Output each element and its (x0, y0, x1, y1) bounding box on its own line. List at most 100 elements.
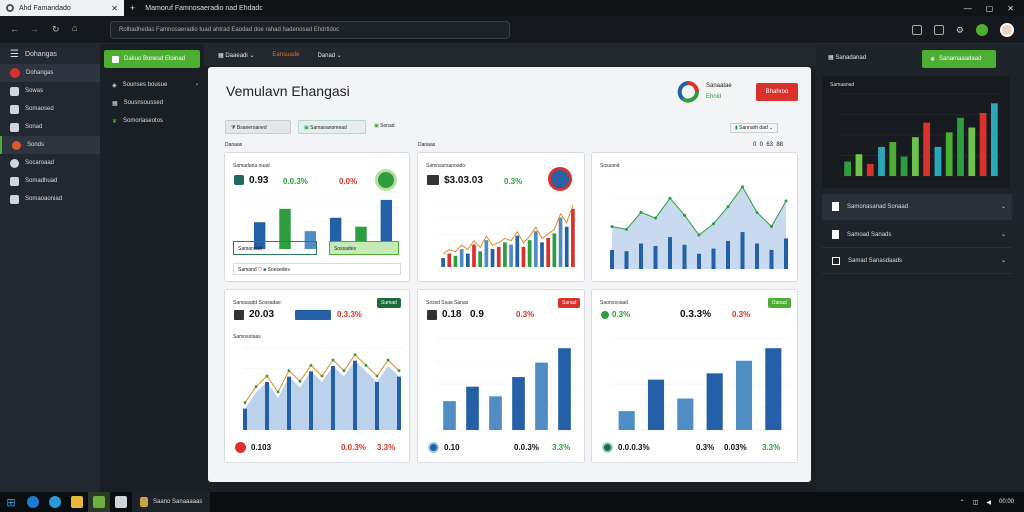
footer-label: Samand (238, 267, 257, 273)
taskbar-active-app[interactable]: Saano Sanaaaaas (132, 492, 211, 512)
chart-bar (923, 122, 931, 176)
sidebar-item-label: Sowas (25, 88, 44, 94)
profile-green-icon[interactable] (976, 24, 988, 36)
kpi-value: 0.18 (442, 309, 462, 320)
chart-bar (503, 242, 507, 267)
taskbar-app-ie[interactable] (44, 492, 66, 512)
hamburger-icon[interactable]: ☰ (10, 48, 19, 60)
chart-bar (527, 240, 532, 267)
chart-bar (535, 362, 548, 430)
sidebar-item-7[interactable]: Somaoaoniad (0, 190, 100, 208)
right-item-label: Samad Sanasdaads (848, 257, 903, 264)
url-input[interactable]: Rolbadhedas Famnosaeradio tuad ahtrad Ea… (110, 21, 510, 39)
browser-tab-active[interactable]: Ahd Famandado ✕ (0, 0, 124, 16)
chart-bar (889, 142, 897, 176)
sidebar-item-2[interactable]: Somaosed (0, 100, 100, 118)
leaf-icon: ❦ (112, 118, 118, 125)
tag-icon: ▣ (304, 125, 311, 131)
start-button[interactable]: ⊞ (0, 492, 22, 512)
close-window-icon[interactable]: ✕ (1007, 3, 1014, 13)
taskbar-app-outlook[interactable] (110, 492, 132, 512)
settings-icon[interactable]: ⚙ (955, 24, 964, 35)
chart-bar (331, 366, 335, 430)
filter-chip-0[interactable]: ⧩ Bsaneroaned (225, 120, 291, 134)
plus-icon[interactable]: + (130, 3, 136, 13)
sidebar-item-1[interactable]: Sowas (0, 82, 100, 100)
bookmark-icon[interactable] (933, 25, 944, 35)
sidebar-item-3[interactable]: Sonad (0, 118, 100, 136)
globe-icon (602, 442, 613, 453)
value-box-2[interactable]: Sossades (329, 241, 399, 255)
subnav-item-2[interactable]: ❦ Somoriaseotos (100, 112, 204, 130)
home-icon[interactable]: ⌂ (72, 23, 78, 33)
image-icon (427, 175, 439, 185)
toolbar-item-1[interactable]: Eansuade (272, 52, 300, 58)
chart-point (668, 196, 672, 200)
maximize-icon[interactable]: ▢ (985, 3, 994, 13)
taskbar-app-folder[interactable] (66, 492, 88, 512)
toolbar-item-0[interactable]: ▦ Daaeadi ⌄ (218, 52, 255, 59)
filter-chip-2[interactable]: ▣ Sonad (374, 123, 395, 129)
sidebar-item-4[interactable]: Sonds (0, 136, 100, 154)
sidebar-item-label: Dohangas (26, 70, 54, 76)
taskbar-app-dashboard[interactable] (88, 492, 110, 512)
kpi-change-2: 0.0% (339, 177, 358, 186)
filter-label: Sonad (380, 123, 395, 129)
extension-icon[interactable] (911, 25, 922, 35)
right-item-1[interactable]: Samoad Sanads ⌄ (822, 222, 1012, 248)
panel-title: Sossd Ssaa Sanas (426, 300, 469, 306)
chart-bar (447, 253, 452, 267)
chart-point (697, 233, 701, 237)
subnav-label: Sousnsoussed (123, 100, 164, 106)
minimize-icon[interactable]: — (963, 3, 972, 13)
chart-bar (243, 408, 247, 430)
network-icon[interactable]: ◫ (972, 499, 979, 506)
pager[interactable]: 0 0 63 88 (753, 142, 784, 148)
filter-right[interactable]: ▮ Sannarh dad ⌄ (730, 123, 779, 133)
chart-bar (769, 249, 774, 269)
chart-point (243, 401, 247, 405)
back-icon[interactable]: ← (10, 24, 19, 34)
sidebar-item-6[interactable]: Somadhuad (0, 172, 100, 190)
sidebar-title: Dohangas (24, 50, 57, 58)
chart-bar (453, 255, 458, 267)
browser-tab-second[interactable]: + Mamoruf Famnosaeradio nad Ehdadc (124, 0, 269, 16)
right-item-label: Samonasanad Sonaad (847, 203, 909, 210)
alert-button[interactable]: Bhahroo (756, 83, 798, 101)
chart-bar (610, 249, 614, 269)
chart-bar (472, 244, 476, 267)
toolbar-item-2[interactable]: Danad ⌄ (317, 52, 342, 59)
secondary-sidebar: Dakuo Bonesd Eloinad ◈ Sounses bousue › ▦ S… (100, 44, 204, 492)
chart-bar (329, 217, 342, 249)
sidebar-item-0[interactable]: Dohangas (0, 64, 100, 82)
value-box-1[interactable]: Samandad (233, 241, 317, 255)
chart-bar (496, 246, 501, 267)
volume-icon[interactable]: ◀ (986, 499, 991, 506)
avatar[interactable] (1000, 23, 1014, 37)
chart-bar (397, 376, 401, 430)
chart-point (309, 363, 313, 367)
chart-point (276, 390, 280, 394)
chart-bar (265, 382, 269, 430)
chart-icon (10, 176, 19, 186)
forward-icon[interactable]: → (30, 24, 39, 34)
menu-row[interactable]: ☰ Dohangas (0, 44, 100, 64)
chevron-up-icon[interactable]: ⌃ (959, 499, 965, 506)
right-item-0[interactable]: Samonasanad Sonaad ⌄ (822, 194, 1012, 220)
subnav-item-0[interactable]: ◈ Sounses bousue › (100, 76, 204, 94)
toolbar-label: Daaeadi (225, 52, 248, 59)
new-dashboard-button[interactable]: Dakuo Bonesd Eloinad (104, 50, 200, 68)
subnav-item-1[interactable]: ▦ Sousnsoussed (100, 94, 204, 112)
checkbox-icon[interactable] (832, 256, 840, 265)
right-action-button[interactable]: ❦ Sanamaaadaad (922, 50, 996, 68)
filter-chip-1[interactable]: ▣ Samaoanomead (298, 120, 366, 134)
sidebar-item-5[interactable]: Socaroaad (0, 154, 100, 172)
chart-bar (911, 137, 919, 176)
taskbar-app-label: Saano Sanaaaaas (153, 499, 203, 505)
clock[interactable]: 00:00 (998, 499, 1014, 505)
chart-bar (443, 401, 456, 430)
reload-icon[interactable]: ↻ (52, 24, 60, 34)
taskbar-app-browser[interactable] (22, 492, 44, 512)
close-icon[interactable]: ✕ (111, 3, 118, 13)
right-item-2[interactable]: Samad Sanasdaads ⌄ (822, 248, 1012, 274)
